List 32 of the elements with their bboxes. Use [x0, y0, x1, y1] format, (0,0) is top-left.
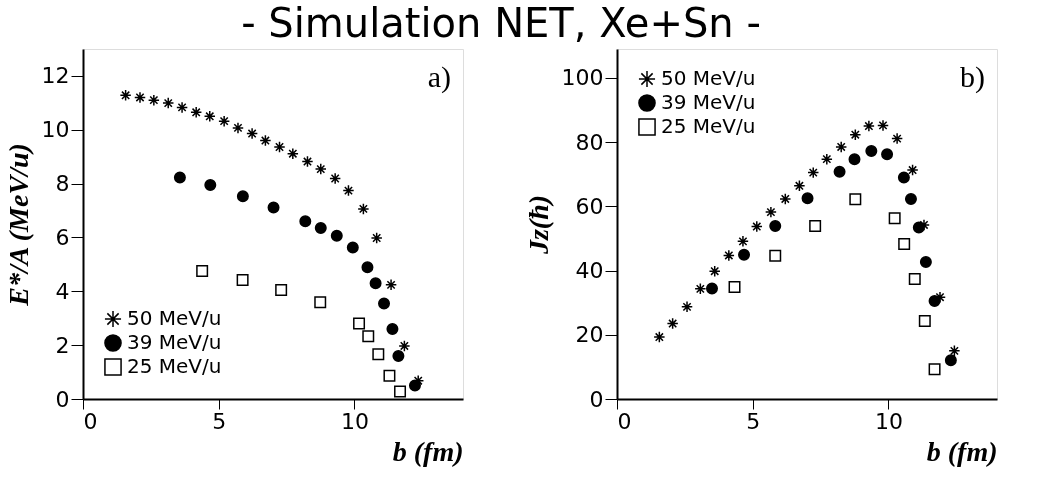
x-axis-title: b (fm): [392, 435, 464, 467]
y-tick-label: 2: [55, 332, 70, 358]
chart-title: - Simulation NET, Xe+Sn -: [241, 0, 761, 46]
y-tick-label: 80: [575, 129, 604, 155]
y-axis-title: Jz(ħ): [522, 194, 554, 256]
x-axis-title: b (fm): [926, 435, 998, 467]
y-tick-label: 60: [575, 193, 604, 219]
legend-label: 39 MeV/u: [127, 330, 222, 354]
x-tick-label: 0: [617, 408, 632, 434]
x-tick-label: 10: [874, 408, 903, 434]
x-tick-label: 0: [83, 408, 98, 434]
y-tick-label: 12: [41, 63, 70, 89]
x-tick-label: 5: [746, 408, 761, 434]
y-tick-label: 0: [55, 386, 70, 412]
y-tick-label: 0: [589, 386, 604, 412]
y-axis-title: E*/A (MeV/u): [2, 143, 34, 307]
y-tick-label: 4: [55, 278, 70, 304]
legend-label: 50 MeV/u: [127, 306, 222, 330]
legend-label: 39 MeV/u: [661, 90, 756, 114]
x-tick-label: 10: [340, 408, 369, 434]
x-tick-label: 5: [212, 408, 227, 434]
y-tick-label: 6: [55, 224, 70, 250]
y-tick-label: 10: [41, 117, 70, 143]
legend-label: 50 MeV/u: [661, 66, 756, 90]
y-tick-label: 40: [575, 258, 604, 284]
y-tick-label: 20: [575, 322, 604, 348]
annotation: b): [960, 60, 985, 94]
annotation: a): [427, 60, 451, 94]
legend-label: 25 MeV/u: [127, 354, 222, 378]
legend-label: 25 MeV/u: [661, 114, 756, 138]
y-tick-label: 8: [55, 171, 70, 197]
y-tick-label: 100: [561, 65, 604, 91]
